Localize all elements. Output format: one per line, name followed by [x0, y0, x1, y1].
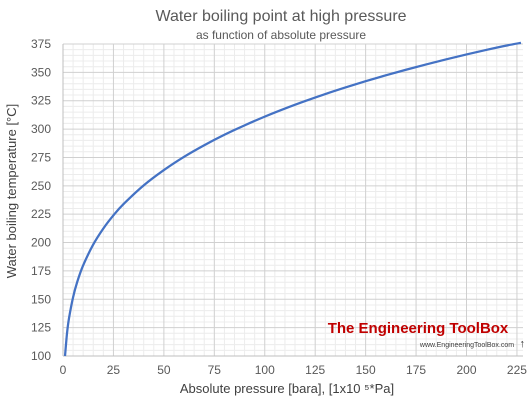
x-tick-label: 0: [60, 363, 67, 377]
y-tick-label: 375: [31, 37, 51, 51]
y-axis-label: Water boiling temperature [°C]: [4, 104, 19, 279]
tick-labels: 0 25 50 75 100 125 150 175 200 225 100 125 150 175 200…: [31, 37, 527, 377]
x-tick-label: 100: [255, 363, 275, 377]
y-tick-label: 150: [31, 292, 51, 306]
x-tick-label: 200: [456, 363, 476, 377]
y-tick-label: 275: [31, 150, 51, 164]
arrow-up-icon: ↑: [520, 338, 526, 350]
watermark-url: www.EngineeringToolBox.com: [419, 342, 514, 349]
y-tick-label: 175: [31, 264, 51, 278]
watermark: The Engineering ToolBox www.EngineeringT…: [328, 320, 515, 349]
chart-title: Water boiling point at high pressure: [155, 8, 406, 25]
y-tick-label: 125: [31, 321, 51, 335]
x-tick-label: 150: [356, 363, 376, 377]
series-line: [63, 41, 522, 357]
grid: [62, 43, 523, 357]
x-tick-label: 50: [157, 363, 171, 377]
y-tick-label: 100: [31, 349, 51, 363]
y-tick-label: 200: [31, 236, 51, 250]
x-tick-label: 75: [208, 363, 222, 377]
axes: [62, 44, 523, 357]
x-tick-label: 175: [406, 363, 426, 377]
x-tick-label: 225: [507, 363, 527, 377]
x-axis-label: Absolute pressure [bara], [1x10 ⁵*Pa]: [180, 381, 394, 396]
x-tick-label: 125: [305, 363, 325, 377]
y-tick-label: 300: [31, 122, 51, 136]
y-tick-label: 350: [31, 65, 51, 79]
y-tick-label: 325: [31, 94, 51, 108]
x-tick-label: 25: [107, 363, 121, 377]
chart-subtitle: as function of absolute pressure: [196, 28, 366, 42]
y-tick-label: 225: [31, 207, 51, 221]
series-layer: [63, 41, 522, 357]
watermark-title: The Engineering ToolBox: [328, 320, 509, 337]
y-tick-label: 250: [31, 179, 51, 193]
